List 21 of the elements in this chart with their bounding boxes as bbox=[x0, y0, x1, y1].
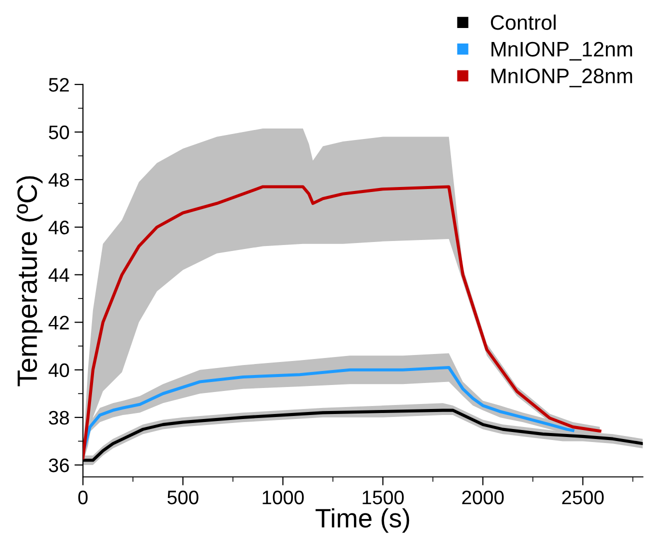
y-axis-title: Temperature (ºC) bbox=[16, 176, 43, 386]
y-tick-label: 42 bbox=[48, 316, 69, 330]
legend-label: MnIONP_12nm bbox=[492, 42, 632, 61]
x-tick-label: 2500 bbox=[562, 490, 604, 504]
x-tick-label: 2000 bbox=[462, 490, 504, 504]
y-tick-label: 36 bbox=[48, 458, 69, 472]
y-tick-label: 44 bbox=[48, 268, 70, 282]
y-tick-label: 38 bbox=[48, 410, 69, 425]
x-tick-label: 1000 bbox=[262, 490, 304, 504]
legend-label: Control bbox=[490, 14, 556, 30]
x-tick-label: 0 bbox=[78, 490, 88, 504]
y-tick-label: 50 bbox=[48, 126, 69, 140]
line-series bbox=[82, 185, 602, 460]
legend-label: MnIONP_28nm bbox=[492, 68, 632, 88]
x-tick-label: 500 bbox=[167, 490, 198, 504]
y-tick-label: 46 bbox=[48, 220, 69, 234]
x-axis-title: Time (s) bbox=[316, 508, 410, 533]
y-tick-label: 52 bbox=[48, 78, 69, 92]
x-tick-label: 1500 bbox=[362, 490, 404, 504]
y-tick-label: 40 bbox=[48, 363, 69, 378]
y-tick-label: 48 bbox=[48, 173, 69, 187]
